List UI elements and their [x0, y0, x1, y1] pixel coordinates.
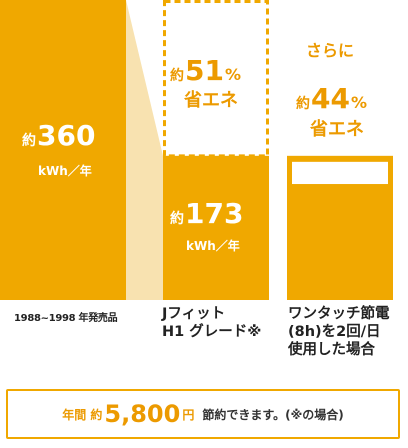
category-label-j-fit: Jフィット H1 グレード※ [162, 305, 261, 341]
category-label-line: (8h)を2回/日 [288, 324, 381, 341]
footer-prefix: 年間 約 [62, 407, 103, 422]
bar0-prefix: 約 [22, 132, 36, 149]
category-label-1988-1998: 1988~1998 年発売品 [14, 313, 118, 326]
bar1-prefix: 約 [170, 210, 184, 227]
bar1-unit: kWh／年 [186, 238, 240, 253]
savings1-value: 51 [185, 54, 224, 87]
savings-footer: 年間 約 5,800 円 節約できます。(※の場合) [6, 389, 400, 439]
category-label-line: ワンタッチ節電 [288, 306, 390, 322]
savings2-value: 44 [311, 82, 350, 115]
svg-text:約360: 約360 [22, 119, 95, 152]
reduction-connector [126, 0, 163, 300]
bar0-unit: kWh／年 [38, 163, 92, 178]
svg-text:約44%: 約44% [296, 82, 367, 115]
category-label-line: 使用した場合 [288, 342, 375, 359]
bar-1988-1998 [0, 0, 126, 300]
savings2-prefix: 約 [296, 95, 310, 112]
savings2-pre: さらに [306, 41, 354, 60]
category-label-line: 1988~1998 年発売品 [14, 313, 118, 324]
footer-description: 節約できます。(※の場合) [202, 407, 344, 422]
category-label-one-touch: ワンタッチ節電 (8h)を2回/日 使用した場合 [288, 305, 390, 359]
footer-amount: 5,800 [104, 400, 181, 428]
savings2-suffix: 省エネ [309, 118, 364, 140]
category-label-line: H1 グレード※ [162, 324, 262, 341]
savings1-prefix: 約 [170, 67, 184, 84]
savings1-suffix: 省エネ [183, 89, 238, 111]
footer-unit: 円 [182, 407, 195, 422]
svg-text:約173: 約173 [170, 197, 243, 230]
savings1-percent: % [225, 65, 241, 84]
bar-j-fit [163, 155, 269, 300]
savings-dashed-outline [163, 0, 269, 158]
bar0-value: 360 [37, 119, 95, 152]
saved-portion-box [292, 161, 388, 185]
svg-text:約51%: 約51% [170, 54, 241, 87]
bar1-value: 173 [185, 197, 243, 230]
category-label-line: Jフィット [162, 306, 226, 322]
chart-svg: 約360 kWh／年 約173 kWh／年 約51% 省エネ さらに 約44% … [0, 0, 393, 300]
savings2-percent: % [351, 93, 367, 112]
